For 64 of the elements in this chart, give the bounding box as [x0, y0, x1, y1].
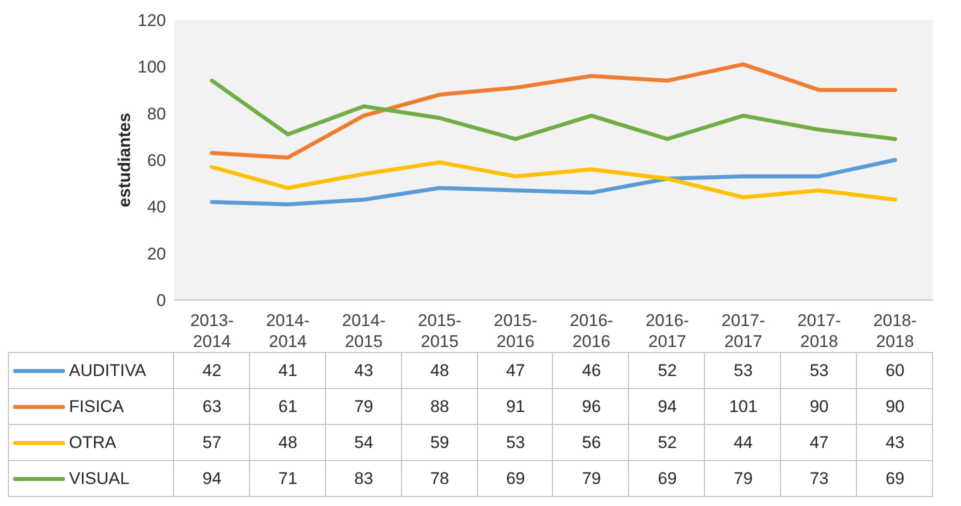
- data-label: 69: [658, 469, 677, 488]
- x-tick-label: 2017-2017: [722, 311, 765, 351]
- data-label: 63: [202, 397, 222, 416]
- data-label: 42: [202, 361, 222, 380]
- x-tick-label: 2015-2016: [494, 311, 538, 351]
- data-label: 43: [354, 361, 374, 380]
- legend-label: VISUAL: [69, 468, 130, 488]
- data-label: 52: [658, 433, 677, 452]
- data-label: 53: [506, 433, 526, 452]
- data-label: 52: [658, 361, 677, 380]
- data-label: 60: [886, 361, 905, 380]
- data-label: 56: [582, 433, 601, 452]
- data-label: 47: [506, 361, 526, 380]
- x-tick-label: 2016-2016: [570, 311, 614, 351]
- data-label: 48: [430, 361, 450, 380]
- data-label: 48: [278, 433, 298, 452]
- y-axis-title: estudiantes: [115, 112, 134, 208]
- data-label: 96: [582, 397, 601, 416]
- data-label: 41: [278, 361, 298, 380]
- x-tick-label: 2015-2015: [418, 311, 462, 351]
- data-label: 90: [886, 397, 905, 416]
- y-tick-label: 80: [147, 104, 166, 124]
- legend-label: FISICA: [69, 396, 124, 416]
- data-label: 59: [430, 433, 450, 452]
- data-label: 53: [734, 361, 753, 380]
- data-label: 46: [582, 361, 601, 380]
- line-series: [210, 78, 898, 141]
- data-label: 94: [202, 469, 222, 488]
- data-label: 94: [658, 397, 677, 416]
- data-label: 90: [810, 397, 829, 416]
- legend-label: OTRA: [69, 432, 116, 452]
- data-label: 91: [506, 397, 526, 416]
- y-tick-label: 60: [147, 151, 166, 170]
- data-label: 78: [430, 469, 450, 488]
- data-label: 71: [278, 469, 298, 488]
- y-tick-label: 120: [138, 11, 166, 30]
- data-label: 69: [506, 469, 526, 488]
- x-tick-label: 2016-2017: [646, 311, 690, 351]
- data-label: 44: [734, 433, 753, 452]
- x-tick-label: 2014-2014: [266, 311, 310, 351]
- data-label: 47: [810, 433, 829, 452]
- data-label: 101: [729, 397, 758, 416]
- data-label: 57: [202, 433, 222, 452]
- x-tick-label: 2017-2018: [797, 311, 841, 351]
- x-tick-label: 2013-2014: [190, 311, 234, 351]
- data-label: 79: [354, 397, 374, 416]
- y-tick-label: 100: [138, 58, 166, 77]
- y-tick-label: 40: [147, 198, 166, 217]
- x-tick-label: 2014-2015: [342, 311, 386, 351]
- data-label: 54: [354, 433, 374, 452]
- y-tick-label: 20: [147, 244, 166, 264]
- data-label: 43: [886, 433, 905, 452]
- data-label: 83: [354, 469, 374, 488]
- x-tick-label: 2018-2018: [873, 311, 917, 351]
- legend-label: AUDITIVA: [69, 360, 146, 380]
- data-label: 79: [582, 469, 601, 488]
- line-series: [210, 62, 898, 160]
- data-label: 53: [810, 361, 829, 380]
- data-label: 61: [278, 397, 298, 416]
- data-label: 88: [430, 397, 450, 416]
- y-tick-label: 0: [156, 291, 166, 310]
- data-label: 69: [886, 469, 905, 488]
- data-label: 79: [734, 469, 753, 488]
- data-label: 73: [810, 469, 829, 488]
